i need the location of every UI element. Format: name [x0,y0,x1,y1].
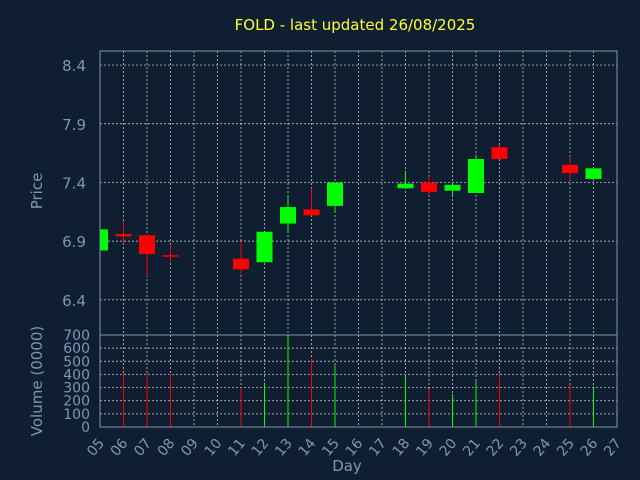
candle [421,176,437,196]
x-tick-label: 17 [366,436,390,460]
candle [444,182,461,197]
x-tick-label: 14 [296,436,320,460]
candle [491,144,508,159]
x-tick-label: 20 [437,436,461,460]
candle-body [421,182,437,192]
x-tick-label: 09 [178,436,202,460]
candle-body [468,158,484,193]
price-axis-ticks: 6.4 6.9 7.4 7.9 8.4 [62,57,86,310]
x-tick-label: 08 [155,436,179,460]
candle [233,241,249,274]
price-tick-label: 7.4 [62,174,86,192]
candle [562,156,578,181]
volume-tick-label: 200 [63,394,90,410]
candle [280,196,296,232]
candle-body [444,184,461,191]
x-tick-label: 10 [202,436,226,460]
x-tick-label: 13 [272,436,296,460]
candle-body [233,258,249,270]
x-tick-label: 06 [108,436,132,460]
candle [585,168,602,179]
candle-body [327,182,343,206]
candle [256,231,273,263]
candle [139,235,155,277]
candle-body [585,168,602,179]
x-tick-label: 24 [531,436,555,460]
candle-body [491,147,508,159]
volume-tick-label: 700 [63,328,90,344]
volume-bars [123,335,594,427]
x-tick-label: 12 [249,436,273,460]
candle-body [562,164,578,174]
candle-body [100,229,108,251]
candles [99,144,602,277]
candle-body [139,235,155,255]
x-tick-label: 19 [413,436,437,460]
candle [397,170,414,189]
volume-tick-label: 300 [63,381,90,397]
candle-body [115,234,132,237]
price-grid [100,51,617,335]
x-tick-label: 22 [484,436,508,460]
volume-panel-frame [99,334,618,428]
x-tick-label: 21 [460,436,484,460]
x-tick-label: 23 [507,436,531,460]
volume-tick-label: 100 [63,407,90,423]
price-panel: 6.4 6.9 7.4 7.9 8.4 [62,50,618,336]
candle [115,221,132,244]
price-tick-label: 6.9 [62,233,86,251]
candle [327,182,343,212]
chart-title: FOLD - last updated 26/08/2025 [235,16,476,34]
x-tick-label: 25 [554,436,578,460]
x-tick-label: 26 [578,436,602,460]
candle-body [397,183,414,189]
x-tick-label: 11 [225,436,249,460]
price-tick-label: 7.9 [62,116,86,134]
volume-tick-label: 400 [63,367,90,383]
price-axis-label: Price [28,173,46,210]
candle-body [280,207,296,224]
x-tick-label: 05 [84,436,108,460]
candle-body [303,209,320,216]
candle [99,229,108,251]
price-tick-label: 8.4 [62,57,86,75]
x-tick-label: 18 [390,436,414,460]
candle [468,156,484,193]
volume-tick-label: 0 [81,420,90,436]
candle [162,245,179,263]
candle-body [256,231,273,263]
volume-tick-label: 600 [63,341,90,357]
x-tick-label: 07 [131,436,155,460]
candle [303,188,320,216]
volume-axis-label: Volume (0000) [28,326,46,436]
volume-grid [100,335,617,427]
price-tick-label: 6.4 [62,292,86,310]
volume-tick-label: 500 [63,354,90,370]
x-tick-label: 27 [601,436,625,460]
candle-body [162,255,179,257]
x-axis-label: Day [332,457,362,475]
